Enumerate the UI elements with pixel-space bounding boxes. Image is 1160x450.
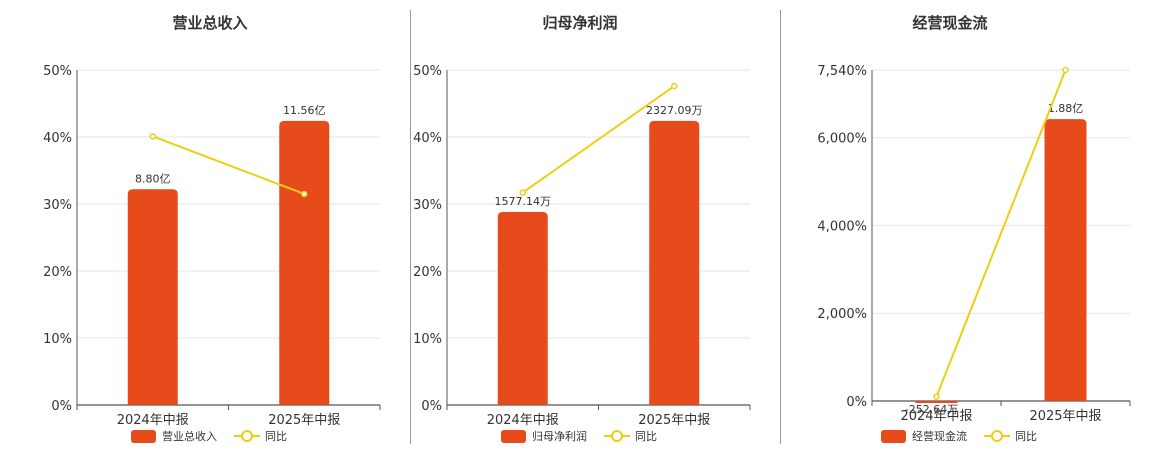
x-tick-label: 2024年中报 <box>487 413 559 428</box>
y-tick-label: 10% <box>43 332 72 347</box>
bar <box>915 401 958 403</box>
bar <box>1044 119 1087 401</box>
line-point <box>519 189 526 196</box>
bar-data-label: 1.88亿 <box>1048 102 1084 115</box>
bar-data-label: 2327.09万 <box>646 104 703 117</box>
y-tick-label: 6,000% <box>817 132 867 147</box>
y-tick-label: 30% <box>43 198 72 213</box>
y-tick-label: 2,000% <box>817 307 867 322</box>
legend-line-label: 同比 <box>635 430 657 443</box>
legend-line-label: 同比 <box>1015 430 1037 443</box>
chart-title-net-profit: 归母净利润 <box>542 14 618 32</box>
x-tick-label: 2024年中报 <box>117 413 189 428</box>
panel-divider <box>780 10 781 444</box>
chart-title-revenue: 营业总收入 <box>172 14 248 32</box>
x-tick-label: 2025年中报 <box>268 413 340 428</box>
legend-bar-label: 归母净利润 <box>532 429 587 443</box>
bar <box>127 189 178 405</box>
bar-data-label: 11.56亿 <box>283 104 326 117</box>
bar <box>497 212 548 405</box>
series-line <box>522 85 675 194</box>
line-point <box>149 133 156 140</box>
y-tick-label: 0% <box>846 395 867 410</box>
line-point <box>933 393 940 400</box>
legend-bar-label: 营业总收入 <box>162 429 217 443</box>
y-tick-label: 4,000% <box>817 219 867 234</box>
bar-data-label: 1577.14万 <box>495 195 552 208</box>
y-tick-label: 10% <box>413 332 442 347</box>
y-tick-label: 7,540% <box>817 64 867 79</box>
line-point <box>301 190 308 198</box>
y-tick-label: 20% <box>413 265 442 280</box>
legend-bar-label: 经营现金流 <box>912 429 967 443</box>
panel-divider <box>410 10 411 444</box>
bar <box>279 120 330 406</box>
bar-data-label: -252.64万 <box>905 403 958 416</box>
legend-bar-swatch <box>881 430 906 443</box>
series-line <box>152 135 305 195</box>
x-tick-label: 2024年中报 <box>900 409 972 424</box>
legend-bar-swatch <box>131 430 156 443</box>
line-point <box>671 82 678 90</box>
y-tick-label: 0% <box>51 399 72 414</box>
legend-line-marker <box>241 430 253 442</box>
x-tick-label: 2025年中报 <box>638 413 710 428</box>
bar-data-label: 8.80亿 <box>135 172 171 185</box>
legend-line-marker <box>991 430 1003 442</box>
y-tick-label: 50% <box>43 64 72 79</box>
y-tick-label: 50% <box>413 64 442 79</box>
y-tick-label: 0% <box>421 399 442 414</box>
y-tick-label: 40% <box>413 131 442 146</box>
bar <box>649 120 700 406</box>
y-tick-label: 30% <box>413 198 442 213</box>
legend-bar-swatch <box>501 430 526 443</box>
series-line <box>935 69 1067 397</box>
y-tick-label: 20% <box>43 265 72 280</box>
legend-line-label: 同比 <box>265 430 287 443</box>
legend-line-marker <box>611 430 623 442</box>
line-point <box>1062 66 1069 74</box>
x-tick-label: 2025年中报 <box>1029 409 1101 424</box>
y-tick-label: 40% <box>43 131 72 146</box>
chart-title-cashflow: 经营现金流 <box>912 14 988 32</box>
